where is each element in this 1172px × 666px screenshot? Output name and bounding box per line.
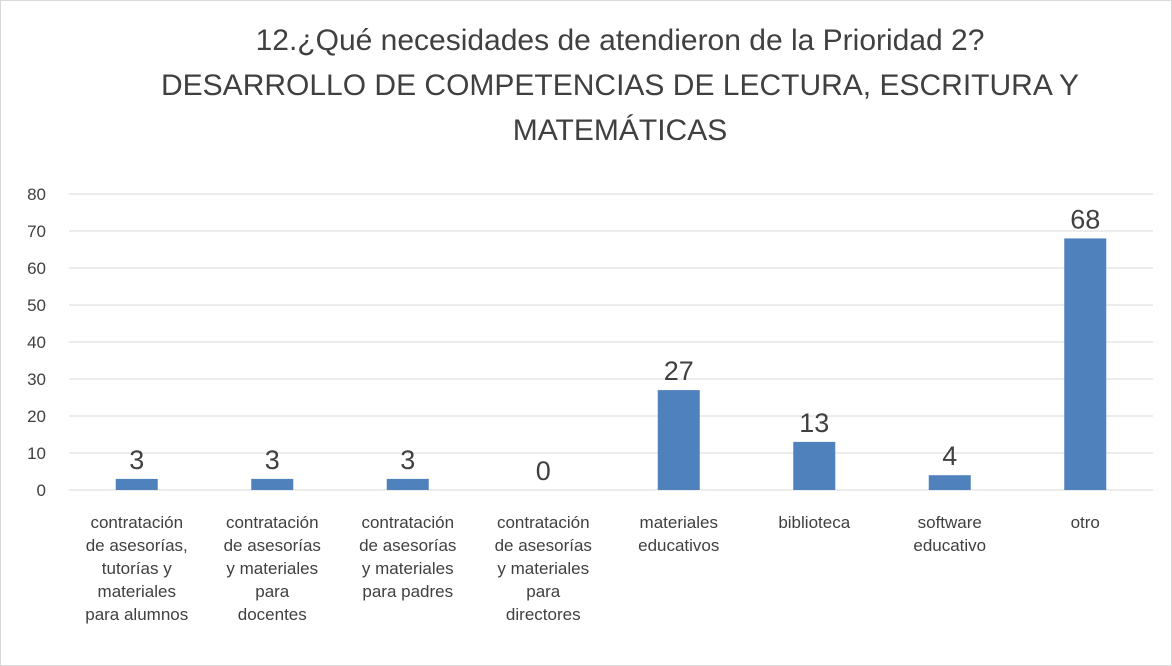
data-label: 4 xyxy=(942,441,957,471)
y-tick-label: 70 xyxy=(27,222,46,241)
y-tick-label: 40 xyxy=(27,333,46,352)
data-label: 27 xyxy=(664,356,694,386)
x-tick-label: materiales educativos xyxy=(638,513,719,555)
y-tick-label: 60 xyxy=(27,259,46,278)
x-tick-label: contratación de asesorías y materiales para… xyxy=(224,513,321,624)
y-tick-label: 50 xyxy=(27,296,46,315)
x-tick-label: contratación de asesorías y materiales para… xyxy=(495,513,592,624)
y-tick-label: 80 xyxy=(27,185,46,204)
data-label: 68 xyxy=(1070,204,1100,234)
bar xyxy=(928,475,971,490)
bar xyxy=(657,390,700,490)
bar xyxy=(1064,238,1107,490)
x-tick-label: contratación de asesorías, tutorías y mater… xyxy=(85,513,188,624)
y-tick-label: 0 xyxy=(37,481,46,500)
bar xyxy=(386,478,429,490)
data-label: 3 xyxy=(400,445,415,475)
x-tick-label: otro xyxy=(1071,513,1100,532)
data-label: 3 xyxy=(265,445,280,475)
x-tick-label: biblioteca xyxy=(778,513,850,532)
y-tick-label: 30 xyxy=(27,370,46,389)
bar xyxy=(115,478,158,490)
y-tick-label: 20 xyxy=(27,407,46,426)
data-label: 13 xyxy=(799,408,829,438)
x-tick-label: software educativo xyxy=(913,513,986,555)
x-tick-label: contratación de asesorías y materiales para… xyxy=(359,513,456,601)
data-label: 3 xyxy=(129,445,144,475)
data-label: 0 xyxy=(536,456,551,486)
chart-title: 12.¿Qué necesidades de atendieron de la … xyxy=(161,24,1079,147)
bar xyxy=(793,441,836,490)
bar xyxy=(251,478,294,490)
y-tick-label: 10 xyxy=(27,444,46,463)
